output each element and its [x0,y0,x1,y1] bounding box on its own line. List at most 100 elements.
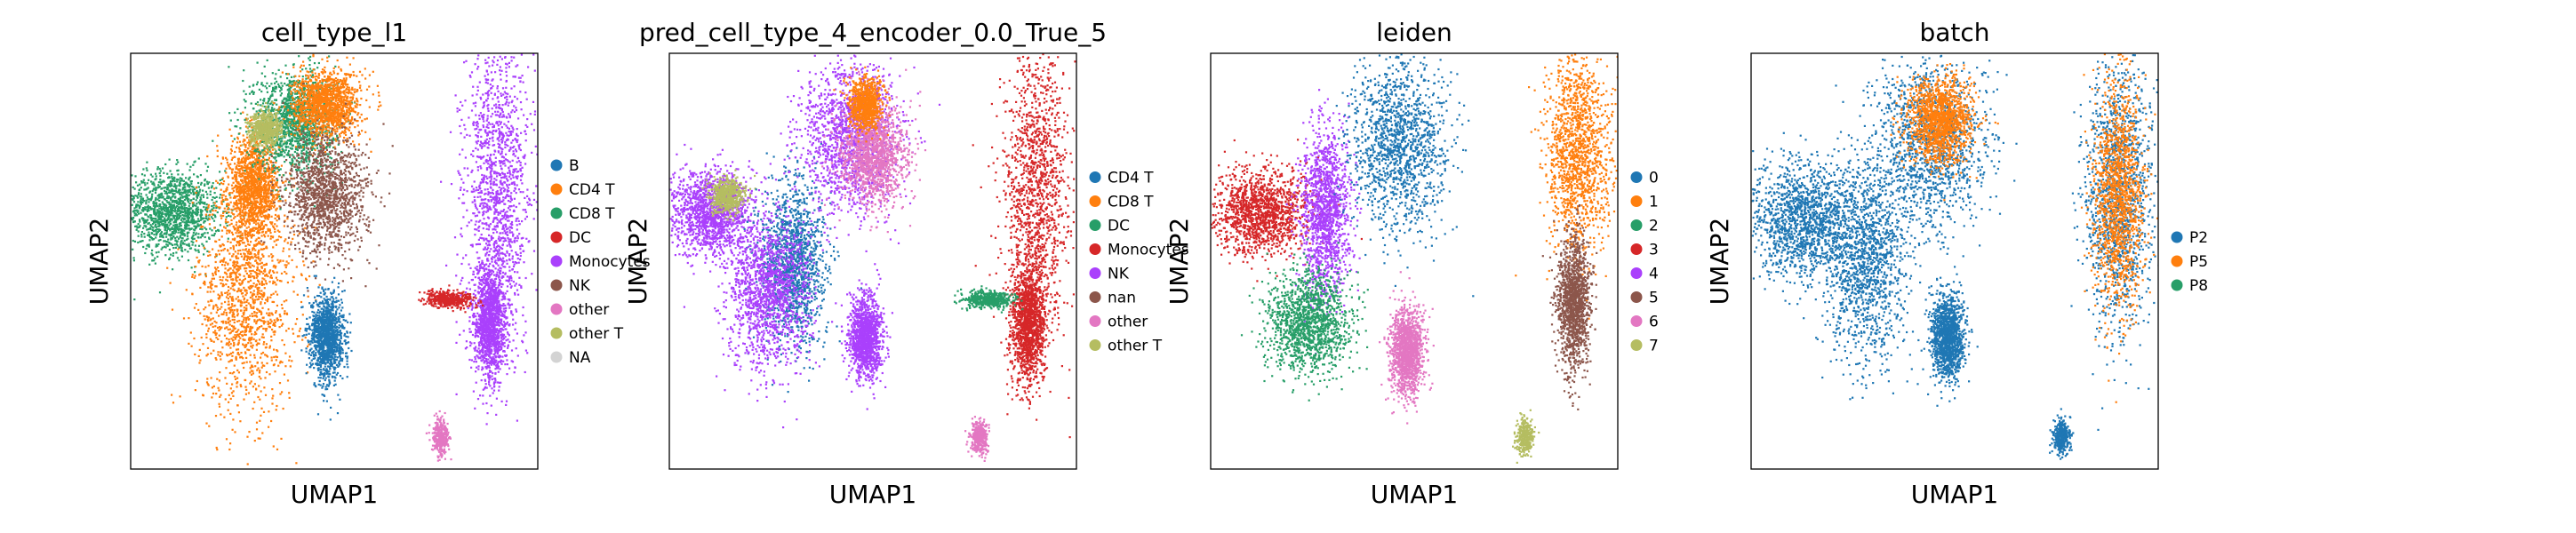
legend-marker [550,303,563,315]
cluster-3 [1890,63,1999,202]
legend-label: nan [1108,290,1136,307]
x-axis-label: UMAP1 [1371,480,1459,509]
x-axis-label: UMAP1 [829,480,917,509]
cluster-0 [131,139,252,301]
legend-marker [1630,243,1643,255]
legend-label: other T [569,325,624,343]
x-axis-label: UMAP1 [1911,480,1999,509]
cluster-6 [241,100,290,155]
legend-label: DC [1108,218,1130,235]
chart-title: cell_type_l1 [261,18,407,47]
legend-item: NA [550,349,591,367]
cluster-1 [1789,94,1932,401]
legend-label: NK [569,277,591,295]
legend-marker [1630,339,1643,351]
legend-label: P8 [2189,277,2208,295]
cluster-5 [821,68,927,234]
legend-item: CD4 T [550,181,615,199]
legend-item: 3 [1630,242,1659,259]
y-axis-label: UMAP2 [1164,218,1194,306]
cluster-2 [1240,238,1369,402]
legend-item: 6 [1630,314,1659,331]
legend: B CD4 T CD8 T DC Monocytes NK other other T NA [550,157,651,367]
cluster-6 [2080,53,2158,403]
cluster-7 [2049,408,2075,460]
legend-label: P2 [2189,229,2208,247]
axes-frame [130,52,539,470]
legend-label: DC [569,229,591,247]
cluster-4 [273,53,382,157]
legend-label: other [569,301,609,319]
legend-label: B [569,157,580,175]
legend-marker [1630,315,1643,327]
cluster-5 [260,83,394,292]
legend-item: 0 [1630,170,1659,187]
umap-panel-0: cell_type_l1 UMAP1 UMAP2 B CD4 T CD8 T DC Monoc… [84,18,651,509]
legend-marker [1089,171,1101,183]
cluster-9 [1000,231,1057,410]
legend-label: other T [1108,338,1163,355]
cluster-4 [1920,266,1979,407]
y-axis-label: UMAP2 [623,218,652,306]
legend-marker [1630,291,1643,303]
legend-label: NA [569,349,591,367]
legend-marker [1089,243,1101,255]
umap-panel-3: batch UMAP1 UMAP2 P2 P5 P8 [1705,18,2208,509]
legend-marker [2171,279,2183,291]
legend-label: 0 [1649,170,1659,187]
cluster-6 [1541,204,1598,410]
legend-item: other T [1089,338,1163,355]
legend: CD4 T CD8 T DC Monocytes NK nan other other T [1089,170,1189,355]
legend-marker [1089,291,1101,303]
legend-marker [2171,231,2183,243]
umap-panel-1: pred_cell_type_4_encoder_0.0_True_5 UMAP1… [623,18,1189,509]
legend-label: 3 [1649,242,1659,259]
cluster-7 [300,274,353,421]
legend-marker [1630,267,1643,279]
axes-frame [1750,52,2159,470]
legend-label: CD4 T [1108,170,1154,187]
legend-item: other [1089,314,1148,331]
legend-marker [550,255,563,267]
cluster-10 [953,285,1024,314]
legend-item: DC [1089,218,1130,235]
legend-marker [550,159,563,171]
legend-label: NK [1108,266,1130,283]
cluster-3 [683,178,836,429]
legend-item: NK [550,277,591,295]
scatter-points [1751,53,2158,460]
legend-item: 2 [1630,218,1659,235]
legend-marker [1089,339,1101,351]
cluster-7 [1512,409,1540,464]
chart-title: leiden [1376,18,1452,47]
cluster-1 [701,169,756,222]
legend-marker [1630,171,1643,183]
legend-marker [550,231,563,243]
legend-marker [1089,195,1101,207]
legend-item: Monocytes [1089,242,1189,259]
cluster-3 [1333,53,1475,298]
umap-panel-2: leiden UMAP1 UMAP2 0 1 2 3 4 5 6 7 [1164,18,1659,509]
legend: P2 P5 P8 [2171,229,2208,295]
legend-marker [1089,219,1101,231]
legend-marker [1089,315,1101,327]
legend-label: P5 [2189,253,2208,271]
legend-item: CD8 T [550,205,615,223]
legend-marker [550,327,563,339]
legend-label: CD8 T [1108,194,1154,211]
legend-item: other T [550,325,624,343]
legend-label: Monocytes [1108,242,1189,259]
scatter-points [131,53,538,465]
legend-marker [1089,267,1101,279]
legend-label: other [1108,314,1148,331]
cluster-6 [833,66,892,143]
legend: 0 1 2 3 4 5 6 7 [1630,170,1659,355]
cluster-0 [669,143,771,289]
legend-item: other [550,301,609,319]
legend-item: CD4 T [1089,170,1154,187]
legend-item: NK [1089,266,1130,283]
cluster-10 [418,284,484,314]
axes-frame [668,52,1077,470]
legend-marker [2171,255,2183,267]
